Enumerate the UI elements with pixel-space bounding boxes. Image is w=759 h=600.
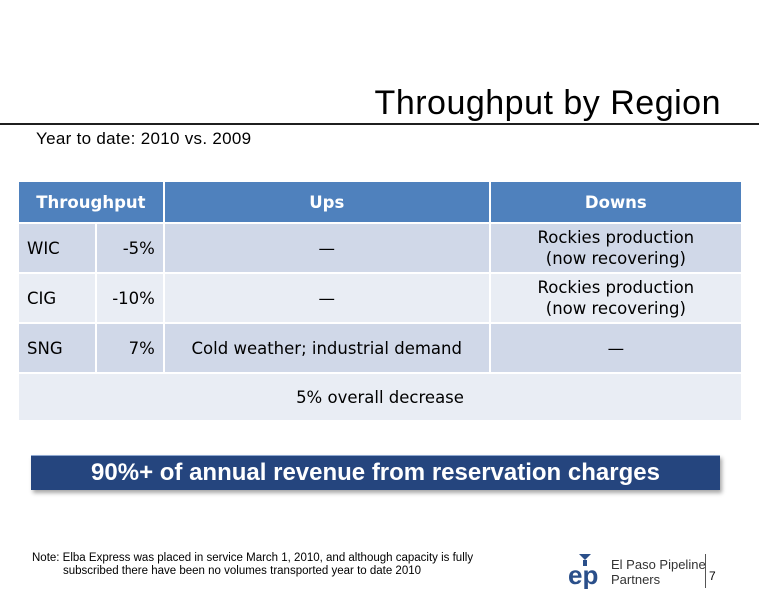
footnote-line-2: subscribed there have been no volumes tr…: [63, 565, 422, 577]
header-ups: Ups: [162, 180, 491, 224]
table-row-wic: WIC -5% — Rockies production (now recove…: [17, 222, 744, 274]
region-cell: CIG: [17, 272, 97, 324]
logo-line-1: El Paso Pipeline: [611, 557, 706, 572]
table-row-cig: CIG -10% — Rockies production (now recov…: [17, 272, 744, 324]
summary-cell: 5% overall decrease: [17, 372, 743, 422]
region-cell: WIC: [17, 222, 97, 274]
logo-divider: [705, 554, 706, 588]
logo-mark-text: ep: [568, 560, 598, 589]
logo-line-2: Partners: [611, 572, 661, 587]
footnote-line-1: Note: Elba Express was placed in service…: [32, 552, 474, 564]
change-cell: 7%: [94, 322, 165, 374]
region-cell: SNG: [17, 322, 97, 374]
ups-cell: Cold weather; industrial demand: [162, 322, 491, 374]
ep-logo-icon: ep: [568, 554, 598, 589]
downs-line-1: Rockies production: [537, 228, 695, 247]
revenue-banner: 90%+ of annual revenue from reservation …: [31, 455, 720, 490]
table-row-sng: SNG 7% Cold weather; industrial demand —: [17, 322, 744, 374]
downs-line-1: Rockies production: [537, 278, 695, 297]
throughput-table: Throughput Ups Downs WIC -5% — Rockies p…: [17, 180, 744, 422]
company-logo: ep El Paso Pipeline Partners: [566, 551, 726, 591]
slide-subtitle: Year to date: 2010 vs. 2009: [36, 129, 252, 148]
downs-cell: Rockies production (now recovering): [488, 272, 744, 324]
table-summary-row: 5% overall decrease: [17, 372, 743, 422]
ups-cell: —: [162, 272, 491, 324]
change-cell: -10%: [94, 272, 165, 324]
title-divider: [0, 123, 759, 125]
downs-line-2: (now recovering): [545, 249, 686, 268]
downs-cell: —: [488, 322, 744, 374]
header-throughput: Throughput: [17, 180, 165, 224]
downs-cell: Rockies production (now recovering): [488, 222, 744, 274]
page-number: 7: [709, 569, 716, 583]
change-cell: -5%: [94, 222, 165, 274]
table-header-row: Throughput Ups Downs: [17, 180, 744, 224]
header-downs: Downs: [488, 180, 744, 224]
logo-wordmark: El Paso Pipeline Partners: [611, 557, 706, 587]
ups-cell: —: [162, 222, 491, 274]
slide-title: Throughput by Region: [374, 84, 721, 122]
footnote: Note: Elba Express was placed in service…: [32, 552, 532, 578]
downs-line-2: (now recovering): [545, 299, 686, 318]
